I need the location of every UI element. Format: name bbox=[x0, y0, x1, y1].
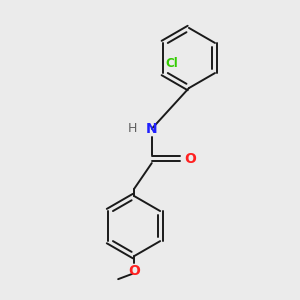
Text: N: N bbox=[146, 122, 158, 136]
Text: H: H bbox=[128, 122, 137, 135]
Text: O: O bbox=[184, 152, 196, 166]
Text: Cl: Cl bbox=[166, 57, 178, 70]
Text: O: O bbox=[128, 264, 140, 278]
